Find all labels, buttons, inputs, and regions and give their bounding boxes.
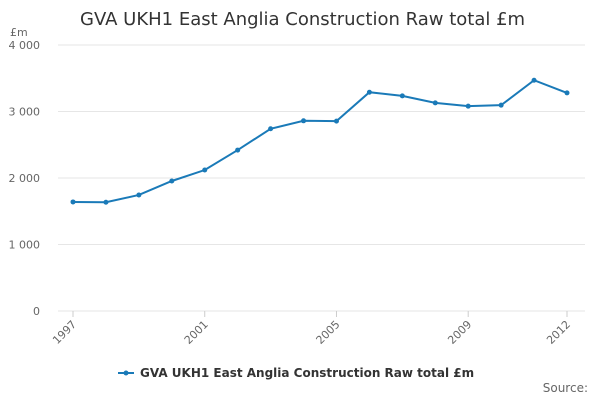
y-tick-label: 4 000 [9,39,41,52]
point [268,126,274,132]
point [169,178,175,184]
legend-label: GVA UKH1 East Anglia Construction Raw to… [140,366,474,380]
y-tick-label: 3 000 [9,106,41,119]
chart-title: GVA UKH1 East Anglia Construction Raw to… [80,9,525,30]
point [531,77,537,83]
point [432,100,438,106]
x-tick-label: 1997 [50,318,79,347]
point [70,199,76,205]
x-tick-label: 2005 [314,318,343,347]
point [399,93,405,99]
x-tick-label: 2012 [544,318,573,347]
source: Source: [543,381,588,395]
legend-marker [123,370,129,376]
point [301,118,307,124]
point [465,103,471,109]
point [103,199,109,205]
y-tick-label: 1 000 [9,239,41,252]
point [498,102,504,108]
x-tick-label: 2001 [182,318,211,347]
y-unit: £m [10,26,28,39]
y-tick-label: 0 [33,305,40,318]
x-tick-label: 2009 [445,318,474,347]
line [72,79,568,204]
point [136,192,142,198]
point [202,167,208,173]
y-tick-label: 2 000 [9,172,41,185]
point [333,118,339,124]
point [366,89,372,95]
point [564,90,570,96]
point [235,147,241,153]
